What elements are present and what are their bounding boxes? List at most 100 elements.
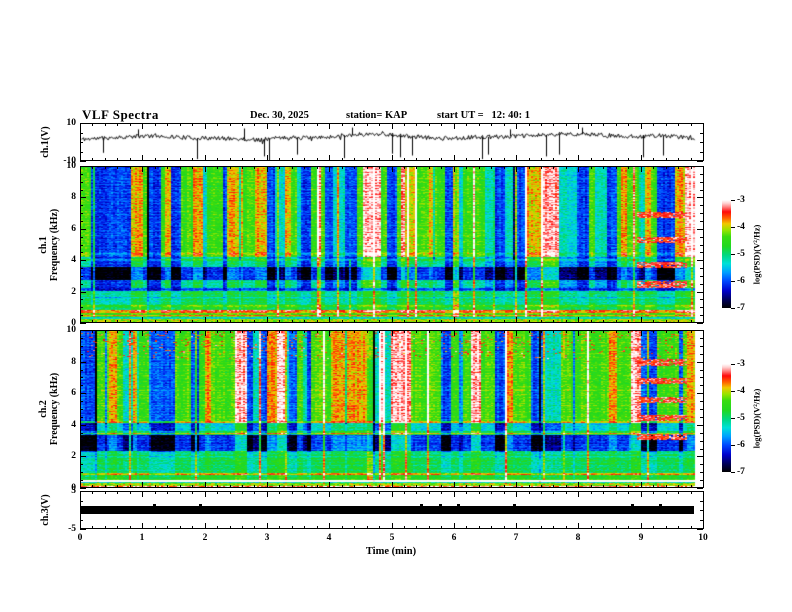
x-tick <box>529 526 530 529</box>
y-minor-tick <box>700 441 703 442</box>
x-tick <box>628 330 629 333</box>
x-tick <box>205 523 206 529</box>
x-tick <box>441 320 442 323</box>
x-tick <box>466 485 467 488</box>
x-tick <box>466 158 467 161</box>
x-tick <box>491 526 492 529</box>
y-tick <box>697 529 703 530</box>
x-tick <box>130 158 131 161</box>
y-tick-label: 4 <box>71 420 76 430</box>
x-tick <box>578 317 579 323</box>
ch3-signal-bump <box>199 504 202 506</box>
x-tick <box>441 330 442 333</box>
x-tick <box>653 123 654 126</box>
x-tick-label: 1 <box>139 533 145 543</box>
y-tick <box>697 323 703 324</box>
x-tick <box>678 485 679 488</box>
x-tick <box>678 158 679 161</box>
x-tick <box>678 320 679 323</box>
header-start-ut: start UT = 12: 40: 1 <box>437 110 530 121</box>
x-tick <box>541 491 542 494</box>
x-tick <box>404 491 405 494</box>
x-tick <box>504 330 505 333</box>
panel-ch2-spectrogram <box>80 330 704 488</box>
x-tick <box>441 166 442 169</box>
x-tick <box>454 123 455 129</box>
panel-ch1-waveform <box>80 123 704 161</box>
plot-title: VLF Spectra <box>82 107 159 122</box>
x-tick <box>205 166 206 172</box>
x-tick-label: 5 <box>389 533 395 543</box>
x-tick <box>279 330 280 333</box>
x-tick <box>242 166 243 169</box>
x-tick <box>155 166 156 169</box>
x-tick <box>416 123 417 126</box>
y-minor-tick <box>80 472 83 473</box>
x-tick <box>703 166 704 172</box>
y-tick <box>80 197 86 198</box>
y-minor-tick <box>700 142 703 143</box>
x-tick <box>242 526 243 529</box>
y-minor-tick <box>700 252 703 253</box>
y-minor-tick <box>700 205 703 206</box>
y-minor-tick <box>80 152 83 153</box>
x-tick <box>703 523 704 529</box>
y-minor-tick <box>700 354 703 355</box>
x-tick <box>205 482 206 488</box>
x-tick <box>192 485 193 488</box>
x-tick <box>217 485 218 488</box>
y-minor-tick <box>700 370 703 371</box>
x-tick <box>105 158 106 161</box>
x-tick <box>267 155 268 161</box>
x-tick <box>292 485 293 488</box>
y-tick-label: 10 <box>66 118 77 128</box>
x-tick <box>691 485 692 488</box>
x-tick <box>404 123 405 126</box>
x-tick <box>616 158 617 161</box>
x-tick <box>329 491 330 497</box>
x-tick <box>603 166 604 169</box>
ch3-signal-bump <box>420 504 423 506</box>
x-tick <box>529 166 530 169</box>
x-tick <box>628 166 629 169</box>
x-tick <box>666 123 667 126</box>
x-tick <box>92 123 93 126</box>
x-tick <box>591 526 592 529</box>
x-tick <box>205 330 206 336</box>
y-tick <box>697 456 703 457</box>
x-tick <box>292 526 293 529</box>
x-tick <box>242 330 243 333</box>
x-tick <box>641 123 642 129</box>
x-tick <box>142 523 143 529</box>
colorbar-tick <box>731 200 735 201</box>
x-tick <box>603 320 604 323</box>
x-tick <box>92 320 93 323</box>
x-tick <box>279 123 280 126</box>
x-tick <box>130 491 131 494</box>
x-tick <box>416 330 417 333</box>
y-minor-tick <box>80 433 83 434</box>
x-tick <box>342 166 343 169</box>
x-tick <box>342 123 343 126</box>
x-tick <box>292 330 293 333</box>
y-tick <box>80 323 86 324</box>
y-tick-label: 4 <box>71 255 76 265</box>
x-tick <box>342 485 343 488</box>
x-tick <box>653 491 654 494</box>
ch3-signal-bar <box>81 506 694 514</box>
y-tick-label: 2 <box>71 287 76 297</box>
x-tick <box>392 330 393 336</box>
x-tick <box>678 123 679 126</box>
y-minor-tick <box>80 182 83 183</box>
x-tick <box>416 166 417 169</box>
x-tick <box>691 123 692 126</box>
x-tick <box>553 166 554 169</box>
x-tick <box>591 485 592 488</box>
x-tick <box>130 320 131 323</box>
y-tick <box>697 292 703 293</box>
x-tick <box>92 330 93 333</box>
x-tick <box>267 317 268 323</box>
x-tick <box>267 330 268 336</box>
x-tick <box>279 166 280 169</box>
x-tick <box>641 523 642 529</box>
